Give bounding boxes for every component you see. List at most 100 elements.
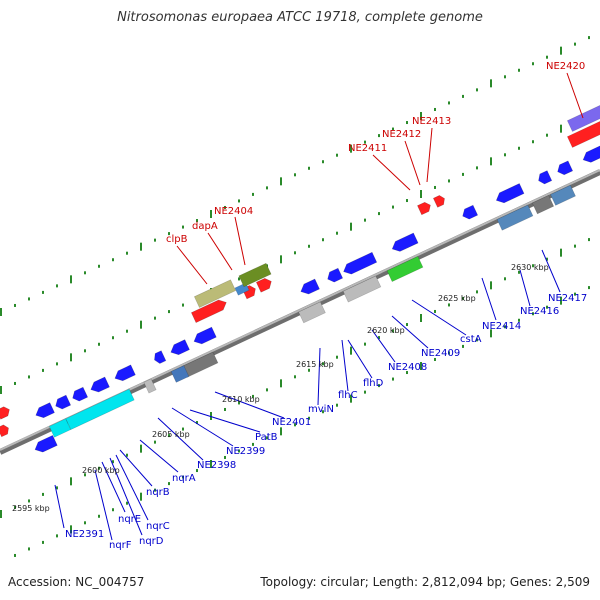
- track-dash: [434, 357, 436, 361]
- gene-label[interactable]: nqrB: [146, 487, 170, 498]
- leader-line: [541, 249, 561, 293]
- track-dash: [126, 329, 128, 333]
- track-dash: [98, 466, 100, 470]
- map-title: Nitrosomonas europaea ATCC 19718, comple…: [117, 10, 483, 25]
- gene-label[interactable]: nqrD: [139, 536, 164, 547]
- track-dash: [476, 290, 478, 294]
- gene-arrow: [55, 394, 72, 410]
- gene-label[interactable]: NE2401: [272, 417, 311, 428]
- gene-label[interactable]: NE2413: [412, 116, 451, 127]
- track-dash: [504, 277, 506, 281]
- leader-line: [391, 315, 429, 349]
- gene-arrow: [300, 278, 320, 295]
- gene-arrow-shape: [495, 183, 525, 204]
- track-dash: [154, 488, 156, 492]
- track-dash: [448, 101, 450, 105]
- leader-line: [519, 269, 531, 307]
- gene-box-shape: [193, 279, 237, 308]
- gene-arrow: [72, 386, 89, 402]
- gene-label[interactable]: flhC: [338, 390, 358, 401]
- gene-arrow: [557, 160, 574, 176]
- leader-line: [189, 409, 261, 433]
- track-dash: [420, 112, 422, 120]
- track-dash: [322, 160, 324, 164]
- track-dash: [504, 325, 506, 329]
- gene-arrow-shape: [417, 201, 431, 216]
- gene-arrow: [391, 232, 419, 252]
- gene-arrow: [193, 326, 217, 345]
- gene-label[interactable]: clpB: [166, 234, 188, 245]
- gene-label[interactable]: NE2408: [388, 362, 427, 373]
- track-dash: [378, 384, 380, 388]
- gene-label[interactable]: PatB: [255, 432, 278, 443]
- gene-label[interactable]: cstA: [460, 334, 482, 345]
- gene-label[interactable]: NE2412: [382, 129, 421, 140]
- track-dash: [350, 394, 352, 403]
- leader-line: [341, 339, 349, 392]
- gene-box: [566, 103, 600, 132]
- track-dash: [448, 179, 450, 183]
- gene-box: [531, 194, 555, 215]
- gene-arrow: [114, 364, 136, 382]
- track-dash: [196, 469, 198, 473]
- gene-label[interactable]: mviN: [308, 404, 334, 415]
- gene-label[interactable]: flhD: [363, 378, 384, 389]
- gene-label[interactable]: dapA: [192, 221, 218, 232]
- track-dash: [196, 219, 198, 223]
- gene-arrow: [327, 267, 344, 283]
- gene-label[interactable]: nqrC: [146, 521, 170, 532]
- gene-label[interactable]: nqrA: [172, 473, 196, 484]
- gene-label[interactable]: NE2420: [546, 61, 585, 72]
- track-dash: [518, 146, 520, 150]
- track-dash: [490, 157, 492, 166]
- track-dash: [84, 271, 86, 275]
- tick-label: 2630 kbp: [511, 263, 549, 272]
- gene-label[interactable]: NE2391: [65, 529, 104, 540]
- gene-box-shape: [566, 119, 600, 148]
- gene-label[interactable]: NE2417: [548, 293, 587, 304]
- track-dash: [224, 205, 226, 209]
- track-dash: [378, 134, 380, 138]
- track-dash: [154, 440, 156, 444]
- track-dash: [210, 412, 212, 420]
- track-dash: [560, 248, 562, 257]
- gene-box-shape: [496, 204, 534, 231]
- gene-label[interactable]: NE2409: [421, 348, 460, 359]
- gene-label[interactable]: NE2404: [214, 206, 253, 217]
- gene-label[interactable]: NE2399: [226, 446, 265, 457]
- gene-label[interactable]: nqrF: [109, 540, 132, 551]
- track-dash: [532, 312, 534, 316]
- track-dash: [70, 353, 72, 362]
- label-leaders: [54, 72, 584, 541]
- gene-arrow: [90, 376, 110, 393]
- leader-line: [566, 72, 584, 119]
- track-dash: [546, 55, 548, 59]
- gene-label[interactable]: NE2416: [520, 306, 559, 317]
- accession-text: Accession: NC_004757: [8, 575, 145, 589]
- track-dash: [406, 199, 408, 203]
- track-dash: [224, 455, 226, 459]
- track-dash: [294, 173, 296, 177]
- gene-label[interactable]: nqrE: [118, 514, 141, 525]
- gene-arrow: [0, 424, 9, 438]
- tick-label: 2620 kbp: [367, 326, 405, 335]
- track-dash: [112, 258, 114, 262]
- leader-line: [426, 127, 433, 183]
- track-dash: [322, 410, 324, 414]
- gene-label[interactable]: NE2414: [482, 321, 521, 332]
- track-dash: [588, 286, 590, 290]
- genome-summary-text: Topology: circular; Length: 2,812,094 bp…: [260, 575, 590, 589]
- gene-arrow-shape: [55, 394, 72, 410]
- track-dash: [182, 225, 184, 229]
- track-dash: [574, 244, 576, 248]
- track-dash: [56, 486, 58, 490]
- gene-arrow-shape: [582, 144, 600, 163]
- track-dash: [546, 305, 548, 309]
- tick-label: 2595 kbp: [12, 504, 50, 513]
- track-dash: [196, 421, 198, 425]
- track-dash: [210, 460, 212, 468]
- track-dash: [168, 232, 170, 236]
- gene-label[interactable]: NE2411: [348, 143, 387, 154]
- gene-label[interactable]: NE2398: [197, 460, 236, 471]
- track-dash: [42, 290, 44, 294]
